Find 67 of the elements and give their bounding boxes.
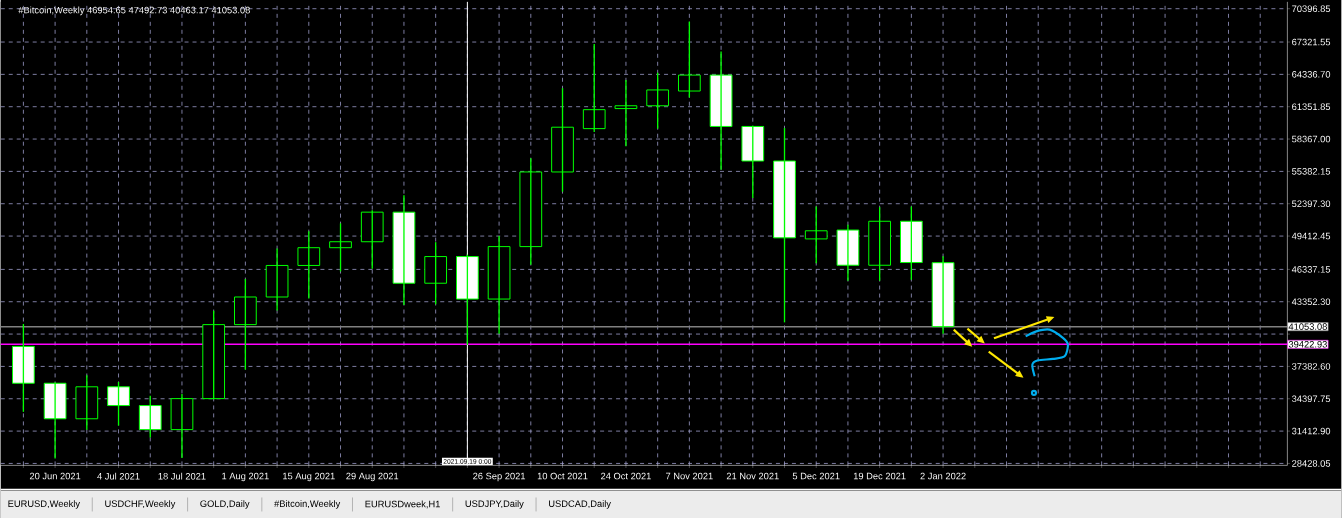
x-tick-label: 29 Aug 2021 [346,472,399,481]
chart-title: #Bitcoin,Weekly 46954.65 47492.73 40463.17 41053.08 [18,6,250,16]
y-tick-label: 58367.00 [1292,135,1331,143]
candlestick [43,382,67,459]
candlestick [360,210,384,269]
candlestick [297,230,321,299]
candlestick [836,224,860,281]
x-tick-label: 26 Sep 2021 [473,472,526,481]
x-tick-label: 18 Jul 2021 [158,472,206,480]
text: USDCAD,Daily [549,499,611,509]
y-tick-label: 61351.85 [1292,103,1331,110]
candlestick [582,43,606,132]
candlestick [12,323,35,412]
y-tick-label: 70396.85 [1292,5,1331,12]
x-tick-label: 5 Dec 2021 [792,472,840,480]
candlestick [899,206,923,280]
y-tick-label: 67321.55 [1292,38,1331,46]
text: USDJPY,Daily [465,499,524,509]
candlestick [107,381,130,426]
y-tick-label: 52397.30 [1292,200,1331,207]
candlestick [773,127,796,323]
x-tick-label: 4 Jul 2021 [97,472,140,480]
candlestick [709,51,733,170]
x-tick-label: 19 Dec 2021 [853,472,906,480]
y-tick-label: 37382.60 [1292,362,1331,370]
candlestick [234,278,257,370]
x-tick-label: 2 Jan 2022 [920,472,966,480]
candlestick [677,21,701,98]
x-tick-label: 7 Nov 2021 [666,472,713,480]
y-tick-label: 64336.70 [1292,70,1331,78]
text: EURUSDweek,H1 [365,500,440,509]
candlestick [931,255,955,334]
ref-line-label: 39422.93 [1288,340,1327,348]
text: GOLD,Daily [200,499,250,509]
x-tick-label: 15 Aug 2021 [283,472,335,481]
candlestick [202,310,226,400]
y-tick-label: 34397.75 [1292,395,1331,402]
x-tick-label: 10 Oct 2021 [537,472,588,480]
candlestick [329,223,352,272]
candlestick [741,125,765,198]
text: EURUSD,Weekly [8,499,80,509]
candlestick [392,194,416,305]
candlestick [138,395,162,438]
candlestick [614,79,638,146]
y-tick-label: 46337.15 [1291,265,1331,273]
x-tick-label: 1 Aug 2021 [222,472,269,481]
candlestick [804,206,828,263]
candlestick [170,393,194,458]
candlestick [868,206,892,281]
candlestick [424,241,448,305]
y-tick-label: 28428.05 [1292,459,1331,467]
x-tick-label: 21 Nov 2021 [726,472,779,480]
text: USDCHF,Weekly [105,499,176,509]
candlestick [265,248,289,311]
ref-line-label: 41053.08 [1288,323,1327,330]
candlestick [487,235,511,334]
candlestick [646,72,670,129]
x-tick-label: 24 Oct 2021 [601,472,651,480]
y-tick-label: 49412.45 [1291,232,1331,240]
y-tick-label: 31412.90 [1292,427,1331,435]
y-tick-label: 43352.30 [1291,298,1331,305]
text: #Bitcoin,Weekly [274,499,341,509]
candlestick [519,158,543,265]
candlestick [75,375,99,430]
y-tick-label: 55382.15 [1292,167,1331,175]
candlestick [551,87,574,192]
x-tick-label: 20 Jun 2021 [29,472,81,480]
